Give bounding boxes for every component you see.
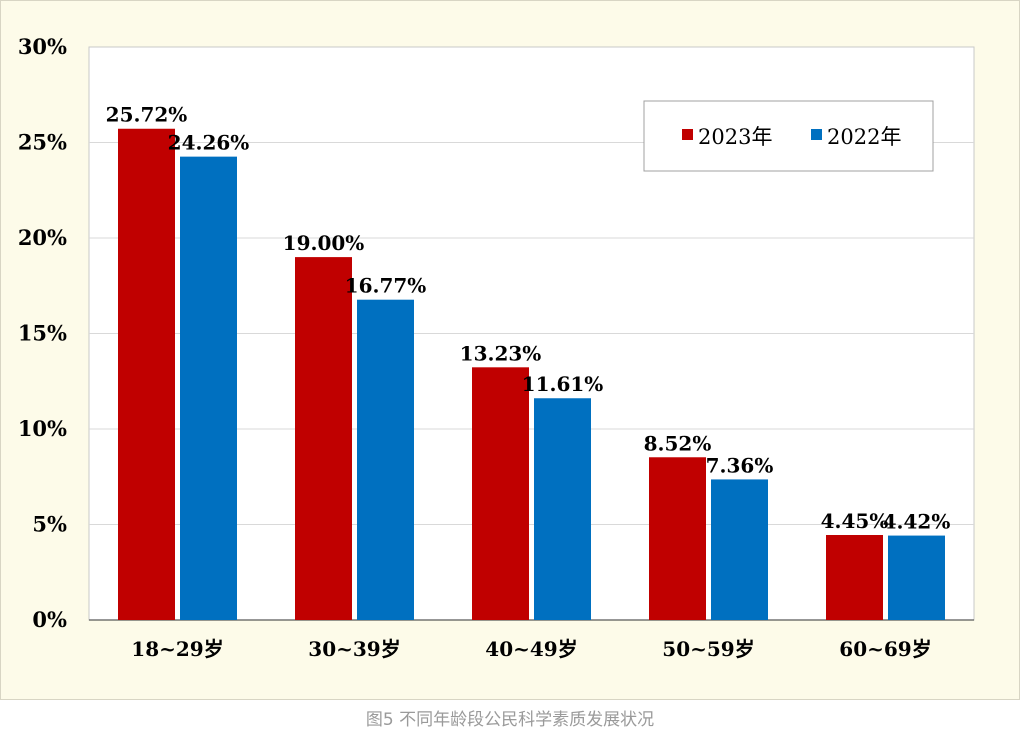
y-tick-label: 25% [18, 130, 67, 155]
legend-label-2023: 2023年 [698, 125, 772, 149]
legend-label-2022: 2022年 [827, 125, 901, 149]
x-category-label: 18~29岁 [131, 637, 223, 661]
chart-frame: 0% 5% 10% 15% 20% 25% 30% 18~29岁 30~39岁 40~49岁 50… [0, 0, 1020, 700]
y-tick-label: 15% [18, 321, 67, 346]
bar-2023 [826, 535, 883, 620]
bar-chart: 0% 5% 10% 15% 20% 25% 30% 18~29岁 30~39岁 40~49岁 50… [18, 34, 975, 661]
data-label: 13.23% [460, 341, 542, 365]
figure-caption: 图5 不同年龄段公民科学素质发展状况 [365, 710, 655, 730]
x-category-label: 40~49岁 [485, 637, 577, 661]
data-label: 24.26% [168, 131, 250, 155]
data-label: 16.77% [345, 274, 427, 298]
data-labels: 25.72% 24.26% 19.00% 16.77% 13.23% 11.61% 8.52… [106, 103, 951, 534]
legend-swatch-2023 [682, 129, 693, 140]
data-label: 25.72% [106, 103, 188, 127]
bar-2022 [534, 398, 591, 620]
bar-2022 [888, 535, 945, 620]
x-axis-categories: 18~29岁 30~39岁 40~49岁 50~59岁 60~69岁 [131, 637, 931, 661]
bar-2022 [357, 299, 414, 620]
data-label: 11.61% [522, 372, 604, 396]
y-tick-label: 10% [18, 416, 67, 441]
x-category-label: 50~59岁 [662, 637, 754, 661]
x-category-label: 30~39岁 [308, 637, 400, 661]
bar-2023 [649, 457, 706, 620]
y-tick-label: 0% [32, 607, 67, 632]
legend-swatch-2022 [811, 129, 822, 140]
bar-2023 [295, 257, 352, 620]
bar-2023 [118, 128, 175, 621]
y-axis-ticks: 0% 5% 10% 15% 20% 25% 30% [18, 34, 67, 632]
y-tick-label: 20% [18, 225, 67, 250]
data-label: 8.52% [644, 431, 712, 455]
y-tick-label: 30% [18, 34, 67, 59]
y-tick-label: 5% [32, 512, 67, 537]
bar-2022 [180, 156, 237, 620]
data-label: 19.00% [283, 231, 365, 255]
data-label: 4.42% [883, 510, 951, 534]
bar-2023 [472, 367, 529, 620]
legend: 2023年 2022年 [643, 100, 934, 172]
bar-2022 [711, 479, 768, 620]
bars [118, 128, 945, 621]
data-label: 4.45% [821, 509, 889, 533]
data-label: 7.36% [706, 453, 774, 477]
x-category-label: 60~69岁 [839, 637, 931, 661]
